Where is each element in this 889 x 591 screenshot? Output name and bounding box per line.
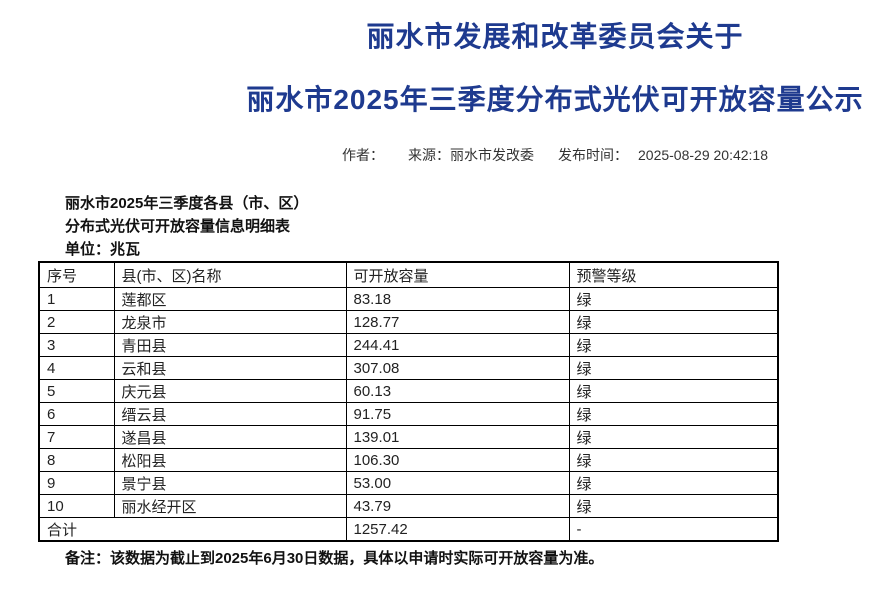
cell-warning: 绿 [568,287,779,311]
cell-capacity: 139.01 [345,425,570,449]
cell-warning: 绿 [568,471,779,495]
cell-warning: 绿 [568,310,779,334]
cell-warning: 绿 [568,356,779,380]
table-row: 9 景宁县 53.00 绿 [38,471,779,495]
page-title-line2: 丽水市2025年三季度分布式光伏可开放容量公示 [246,84,864,115]
cell-warning: 绿 [568,425,779,449]
cell-county: 缙云县 [113,402,347,426]
page: 丽水市发展和改革委员会关于 丽水市2025年三季度分布式光伏可开放容量公示 作者… [0,20,889,568]
table-row: 10 丽水经开区 43.79 绿 [38,494,779,518]
author-label: 作者： [342,147,384,163]
cell-capacity: 43.79 [345,494,570,518]
table-row: 5 庆元县 60.13 绿 [38,379,779,403]
table-row: 3 青田县 244.41 绿 [38,333,779,357]
source-value: 丽水市发改委 [450,147,534,163]
cell-capacity: 91.75 [345,402,570,426]
cell-warning: 绿 [568,333,779,357]
cell-capacity: 60.13 [345,379,570,403]
cell-warning: 绿 [568,379,779,403]
footnote: 备注：该数据为截止到2025年6月30日数据，具体以申请时实际可开放容量为准。 [65,550,604,567]
cell-warning: 绿 [568,402,779,426]
total-capacity: 1257.42 [345,517,570,542]
publish-time-value: 2025-08-29 20:42:18 [638,147,768,163]
cell-capacity: 53.00 [345,471,570,495]
cell-county: 松阳县 [113,448,347,472]
cell-warning: 绿 [568,448,779,472]
cell-seq: 5 [38,379,115,403]
total-warning: - [568,517,779,542]
cell-county: 景宁县 [113,471,347,495]
header-capacity: 可开放容量 [345,261,570,288]
cell-seq: 1 [38,287,115,311]
page-title-line1: 丽水市发展和改革委员会关于 [366,21,744,52]
unit-label: 单位：兆瓦 [65,241,141,258]
header-warning: 预警等级 [568,261,779,288]
table-row: 4 云和县 307.08 绿 [38,356,779,380]
table-row: 8 松阳县 106.30 绿 [38,448,779,472]
cell-county: 遂昌县 [113,425,347,449]
cell-seq: 7 [38,425,115,449]
cell-seq: 10 [38,494,115,518]
cell-capacity: 244.41 [345,333,570,357]
cell-seq: 9 [38,471,115,495]
header-seq: 序号 [38,261,115,288]
publish-time-label: 发布时间： [558,147,628,163]
cell-county: 莲都区 [113,287,347,311]
cell-county: 龙泉市 [113,310,347,334]
total-label: 合计 [38,517,347,542]
cell-capacity: 83.18 [345,287,570,311]
table-header-row: 序号 县(市、区)名称 可开放容量 预警等级 [38,261,779,288]
table-row: 1 莲都区 83.18 绿 [38,287,779,311]
article-meta: 作者： 来源： 丽水市发改委 发布时间： 2025-08-29 20:42:18 [0,145,889,165]
table-row: 6 缙云县 91.75 绿 [38,402,779,426]
table-caption: 丽水市2025年三季度各县（市、区） 分布式光伏可开放容量信息明细表 单位：兆瓦 [65,192,889,261]
cell-seq: 4 [38,356,115,380]
cell-warning: 绿 [568,494,779,518]
cell-seq: 2 [38,310,115,334]
cell-seq: 6 [38,402,115,426]
table-caption-line2: 分布式光伏可开放容量信息明细表 [65,218,291,235]
cell-county: 丽水经开区 [113,494,347,518]
cell-county: 庆元县 [113,379,347,403]
cell-county: 云和县 [113,356,347,380]
source-label: 来源： [408,147,450,163]
table-total-row: 合计 1257.42 - [38,517,779,542]
header-county: 县(市、区)名称 [113,261,347,288]
capacity-table: 序号 县(市、区)名称 可开放容量 预警等级 1 莲都区 83.18 绿 2 龙… [38,261,779,542]
cell-seq: 3 [38,333,115,357]
document-header: 丽水市发展和改革委员会关于 丽水市2025年三季度分布式光伏可开放容量公示 作者… [0,20,889,165]
cell-county: 青田县 [113,333,347,357]
cell-capacity: 307.08 [345,356,570,380]
cell-seq: 8 [38,448,115,472]
cell-capacity: 106.30 [345,448,570,472]
table-row: 7 遂昌县 139.01 绿 [38,425,779,449]
table-row: 2 龙泉市 128.77 绿 [38,310,779,334]
table-caption-line1: 丽水市2025年三季度各县（市、区） [65,195,309,212]
cell-capacity: 128.77 [345,310,570,334]
